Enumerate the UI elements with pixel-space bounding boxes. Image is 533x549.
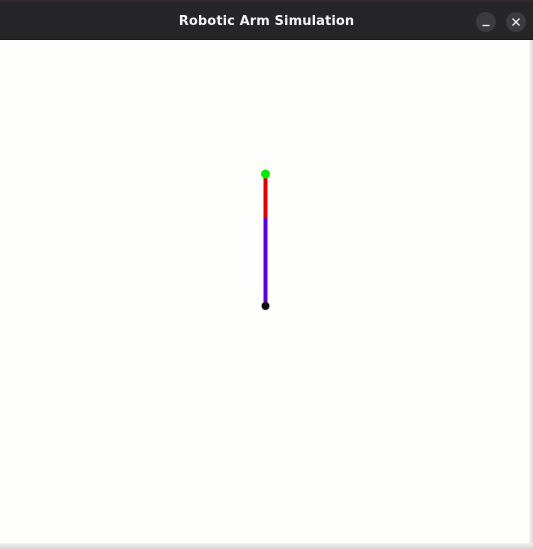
- base-joint: [262, 302, 270, 310]
- robotic-arm-drawing: [0, 40, 533, 549]
- close-button[interactable]: [506, 12, 526, 32]
- close-icon: [506, 12, 526, 32]
- window-title: Robotic Arm Simulation: [0, 0, 533, 40]
- window-border-right: [529, 40, 533, 549]
- title-bar[interactable]: Robotic Arm Simulation: [0, 0, 533, 40]
- simulation-canvas[interactable]: [0, 40, 533, 549]
- minimize-button[interactable]: [476, 12, 496, 32]
- minimize-icon: [476, 12, 496, 32]
- end-effector: [261, 170, 270, 179]
- window-border-bottom: [0, 543, 533, 549]
